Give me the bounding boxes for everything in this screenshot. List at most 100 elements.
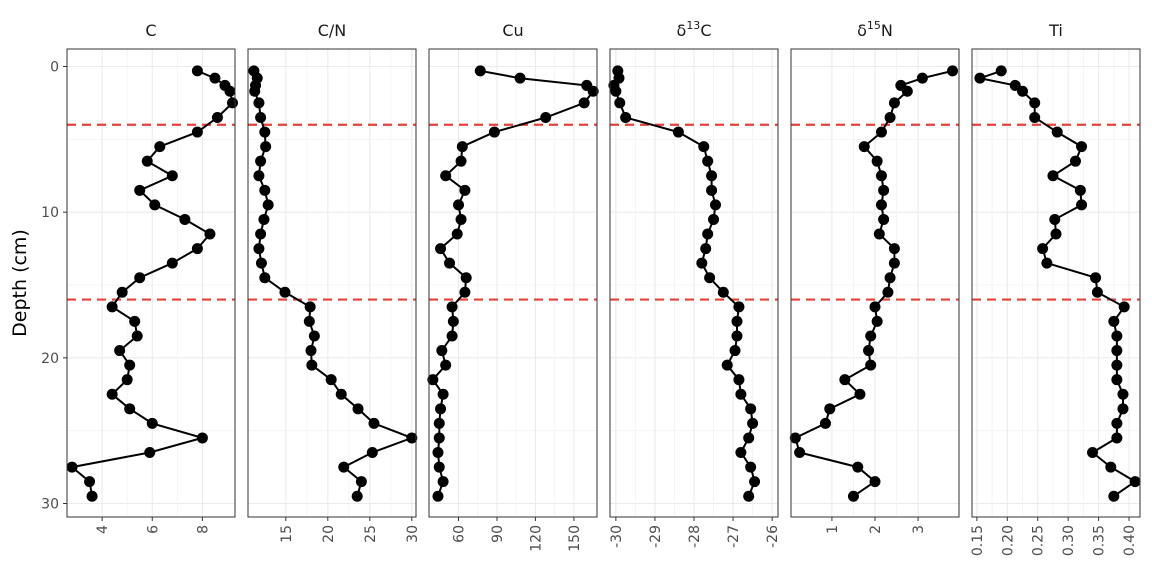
data-point	[258, 213, 270, 225]
data-point	[514, 72, 526, 84]
data-point	[433, 461, 445, 473]
data-point	[303, 315, 315, 327]
data-point	[858, 141, 870, 153]
data-point	[433, 432, 445, 444]
data-point	[882, 286, 894, 298]
data-point	[452, 199, 464, 211]
data-point	[260, 141, 272, 153]
data-point	[253, 97, 265, 109]
data-point	[702, 228, 714, 240]
data-point	[279, 286, 291, 298]
data-point	[729, 345, 741, 357]
data-point	[706, 170, 718, 182]
data-point	[86, 490, 98, 502]
x-tick-label: -28	[687, 525, 703, 548]
data-point	[731, 315, 743, 327]
data-point	[166, 170, 178, 182]
data-point	[743, 490, 755, 502]
data-point	[121, 374, 133, 386]
data-point	[1111, 345, 1123, 357]
data-point	[304, 301, 316, 313]
data-point	[1076, 199, 1088, 211]
data-point	[731, 330, 743, 342]
x-tick-label: 0.30	[1061, 525, 1077, 556]
x-tick-label: 0.20	[1000, 525, 1016, 556]
data-point	[995, 65, 1007, 77]
x-tick-label: -26	[765, 525, 781, 548]
data-point	[540, 111, 552, 123]
x-tick-label: 25	[363, 525, 379, 543]
x-tick-label: 120	[528, 525, 544, 552]
x-tick-label: 2	[868, 525, 884, 534]
data-point	[432, 490, 444, 502]
data-point	[131, 330, 143, 342]
x-tick-label: 0.25	[1031, 525, 1047, 556]
data-point	[747, 417, 759, 429]
data-point	[620, 111, 632, 123]
data-point	[204, 228, 216, 240]
data-point	[733, 374, 745, 386]
data-point	[733, 301, 745, 313]
data-point	[735, 447, 747, 459]
data-point	[888, 97, 900, 109]
data-point	[875, 126, 887, 138]
facet-panel: 60 90 120 150 Cu	[427, 21, 599, 552]
data-point	[262, 199, 274, 211]
data-point	[871, 155, 883, 167]
x-tick-label: 0.15	[970, 525, 986, 556]
data-point	[743, 432, 755, 444]
facet-title: δ13C	[677, 19, 712, 40]
x-tick-label: 4	[95, 525, 111, 534]
panel-border	[428, 48, 598, 518]
data-point	[888, 243, 900, 255]
data-point	[191, 126, 203, 138]
data-point	[440, 359, 452, 371]
data-point	[1108, 315, 1120, 327]
x-tick-label: 1	[825, 525, 841, 534]
data-point	[196, 432, 208, 444]
data-point	[947, 65, 959, 77]
data-point	[179, 213, 191, 225]
data-point	[878, 213, 890, 225]
data-point	[735, 388, 747, 400]
data-point	[1111, 417, 1123, 429]
panel-background	[67, 49, 235, 517]
data-point	[1049, 213, 1061, 225]
data-point	[459, 184, 471, 196]
data-point	[106, 301, 118, 313]
data-point	[106, 388, 118, 400]
data-point	[721, 359, 733, 371]
facet-title: δ15N	[857, 19, 893, 40]
data-point	[847, 490, 859, 502]
data-point	[355, 476, 367, 488]
data-point	[325, 374, 337, 386]
data-point	[338, 461, 350, 473]
data-point	[154, 141, 166, 153]
data-point	[255, 155, 267, 167]
x-tick-label: 15	[279, 525, 295, 543]
data-point	[406, 432, 418, 444]
data-point	[460, 272, 472, 284]
data-point	[259, 272, 271, 284]
data-point	[1037, 243, 1049, 255]
facet-panel: 15 20 25 30 C/N	[247, 21, 421, 543]
x-tick-label: 8	[195, 525, 211, 534]
data-point	[259, 184, 271, 196]
data-point	[306, 359, 318, 371]
data-point	[888, 257, 900, 269]
data-point	[745, 461, 757, 473]
y-tick-label: 10	[41, 205, 59, 221]
data-point	[440, 170, 452, 182]
data-point	[253, 243, 265, 255]
data-point	[708, 213, 720, 225]
data-point	[1074, 184, 1086, 196]
data-point	[717, 286, 729, 298]
data-point	[1111, 359, 1123, 371]
data-point	[209, 72, 221, 84]
facet-title: C	[145, 21, 156, 40]
data-point	[437, 476, 449, 488]
data-point	[255, 257, 267, 269]
data-point	[875, 170, 887, 182]
panel-border	[971, 48, 1141, 518]
